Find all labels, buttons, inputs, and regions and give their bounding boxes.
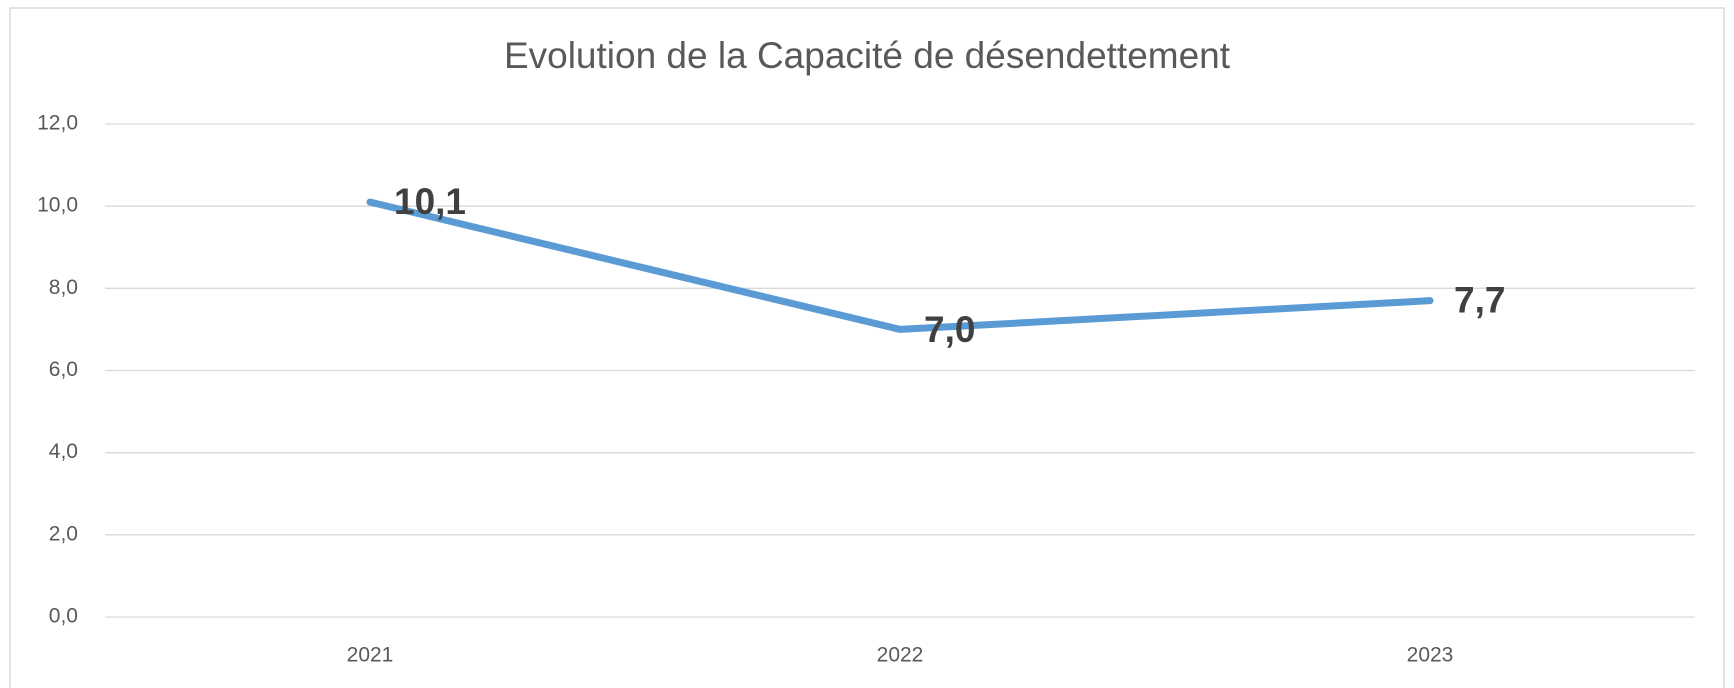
data-label: 10,1 [394, 181, 466, 222]
y-tick-label: 8,0 [49, 276, 78, 299]
line [366, 198, 1434, 333]
data-label: 7,0 [924, 309, 975, 350]
x-tick-label: 2023 [1407, 644, 1454, 667]
x-tick-label: 2022 [877, 644, 924, 667]
y-tick-label: 0,0 [49, 605, 78, 628]
y-tick-label: 2,0 [49, 522, 78, 545]
y-tick-label: 10,0 [37, 194, 78, 217]
y-tick-label: 12,0 [37, 112, 78, 135]
chart-frame [9, 7, 1725, 688]
x-tick-label: 2021 [347, 644, 394, 667]
chart-title: Evolution de la Capacité de désendetteme… [504, 35, 1231, 76]
y-tick-label: 6,0 [49, 358, 78, 381]
y-tick-label: 4,0 [49, 440, 78, 463]
data-label: 7,7 [1454, 279, 1505, 320]
